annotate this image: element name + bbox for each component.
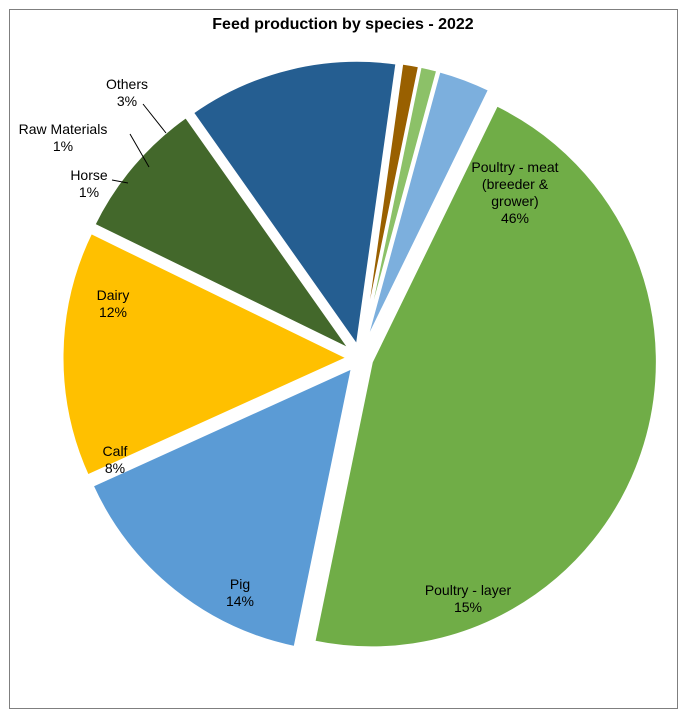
slice-label-7: Others 3% [106, 76, 148, 109]
slice-label-3: Calf 8% [103, 443, 128, 476]
pie-slice-4 [190, 58, 399, 351]
leader-line-7 [142, 103, 167, 134]
pie-slice-3 [91, 114, 353, 352]
slice-label-4: Dairy 12% [97, 287, 130, 320]
slice-label-6: Raw Materials 1% [19, 121, 108, 154]
pie-slice-6 [361, 64, 440, 347]
pie-slice-0 [312, 102, 659, 650]
slice-label-5: Horse 1% [70, 167, 108, 200]
leader-line-5 [111, 179, 129, 184]
slice-label-1: Poultry - layer 15% [425, 582, 512, 615]
slice-label-0: Poultry - meat (breeder & grower) 46% [471, 159, 558, 226]
pie-slice-7 [362, 68, 492, 348]
chart-title: Feed production by species - 2022 [212, 16, 474, 33]
pie-slice-2 [60, 230, 352, 478]
pie-slice-1 [90, 364, 355, 650]
leader-line-6 [129, 133, 150, 168]
slice-label-2: Pig 14% [226, 576, 254, 609]
